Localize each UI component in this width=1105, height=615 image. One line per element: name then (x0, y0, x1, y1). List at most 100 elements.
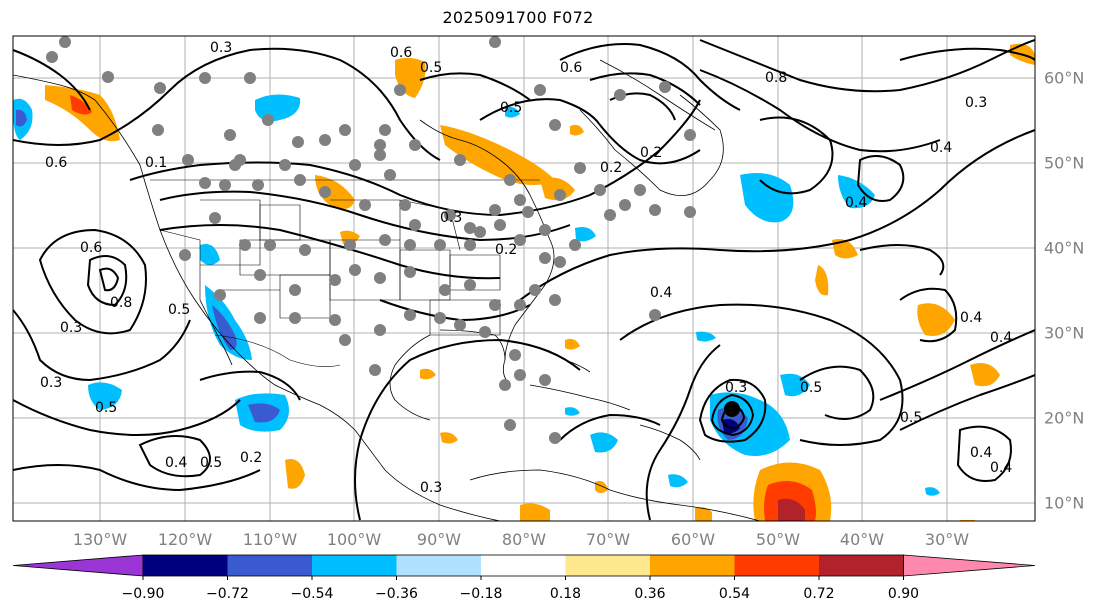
station-dot (199, 177, 211, 189)
colorbar (12, 554, 1036, 580)
station-dot (394, 84, 406, 96)
fill-patch (440, 432, 458, 444)
contour-label: 0.4 (970, 445, 993, 461)
fill-patch (695, 507, 712, 521)
longitude-label: 30°W (924, 530, 970, 549)
fill-patch (212, 305, 237, 350)
station-dot (374, 272, 386, 284)
contour-line (699, 39, 1035, 93)
fill-patch (565, 338, 580, 350)
fill-patch (832, 239, 858, 259)
longitude-label: 130°W (72, 530, 128, 549)
station-dot (59, 36, 71, 48)
contour-label: 0.4 (930, 140, 953, 156)
fill-patch (540, 177, 575, 201)
contour-line (759, 116, 834, 195)
station-dot (614, 89, 626, 101)
contour-line (589, 72, 701, 106)
contour-line (519, 129, 1035, 301)
station-dot (329, 274, 341, 286)
colorbar-segment (143, 555, 228, 576)
station-dot (409, 139, 421, 151)
station-dot (292, 136, 304, 148)
station-dot (229, 159, 241, 171)
coastlines (13, 59, 761, 521)
fill-patch (420, 368, 436, 380)
fill-patch (70, 95, 92, 115)
contour-line (899, 287, 958, 343)
fill-patch (595, 481, 608, 493)
contour-label: 0.8 (765, 70, 788, 86)
station-dot (649, 309, 661, 321)
station-dot (489, 36, 501, 48)
station-dot (684, 129, 696, 141)
station-dot (434, 239, 446, 251)
colorbar-tick-label: −0.72 (206, 586, 249, 602)
colorbar-segment (396, 555, 481, 576)
contour-label: 0.5 (168, 302, 191, 318)
contour-label: 0.6 (45, 155, 68, 171)
longitude-label: 70°W (585, 530, 631, 549)
station-dot (219, 179, 231, 191)
fill-patch (200, 244, 220, 265)
colorbar-segment (734, 555, 819, 576)
station-dot (464, 279, 476, 291)
contour-line (86, 255, 128, 307)
station-dot (594, 184, 606, 196)
station-dot (349, 264, 361, 276)
fill-patch (668, 474, 688, 488)
station-dot (514, 234, 526, 246)
colorbar-tick-label: 0.36 (634, 586, 666, 602)
coastline (199, 299, 233, 366)
station-dot (474, 226, 486, 238)
contour-label: 0.6 (390, 45, 413, 61)
station-dot (529, 284, 541, 296)
station-dot (224, 129, 236, 141)
station-dot (102, 71, 114, 83)
station-dot (399, 199, 411, 211)
contour-line (419, 72, 531, 101)
colorbar-tick-label: 0.54 (718, 586, 751, 602)
station-dot (299, 244, 311, 256)
station-dot (254, 312, 266, 324)
station-dot (489, 299, 501, 311)
station-dot (152, 124, 164, 136)
longitude-label: 110°W (242, 530, 298, 549)
contour-line (698, 378, 767, 443)
station-dot (349, 159, 361, 171)
contour-line (199, 370, 301, 401)
border-line (429, 299, 501, 336)
contour-label: 0.6 (80, 240, 103, 256)
contour-label: 0.5 (500, 100, 523, 116)
station-dot (619, 199, 631, 211)
station-dot (359, 199, 371, 211)
station-dot (554, 256, 566, 268)
contour-label: 0.4 (990, 330, 1013, 346)
station-dot (549, 294, 561, 306)
colorbar-extend-min (12, 554, 144, 577)
fill-patch (88, 382, 122, 410)
border-line (214, 334, 341, 367)
colorbar-tick-label: 0.72 (803, 586, 835, 602)
contour-label: 0.2 (240, 450, 263, 466)
station-dot (264, 239, 276, 251)
contour-line (856, 155, 905, 202)
colorbar-tick-label: −0.18 (459, 586, 503, 602)
colorbar-tick-label: 0.90 (887, 586, 920, 602)
station-dot (339, 124, 351, 136)
station-dot (489, 204, 501, 216)
station-dot (46, 51, 58, 63)
contour-label: 0.3 (725, 380, 748, 396)
contour-line (859, 244, 945, 276)
colorbar-segment (227, 555, 312, 576)
border-line (449, 254, 501, 291)
station-dot (319, 134, 331, 146)
station-dot (199, 72, 211, 84)
contour-line (559, 413, 661, 441)
contour-line (899, 374, 1035, 431)
fill-patch (590, 432, 618, 453)
station-dot (504, 419, 516, 431)
contour-line (879, 329, 1035, 401)
station-dot (209, 212, 221, 224)
station-dot (569, 239, 581, 251)
